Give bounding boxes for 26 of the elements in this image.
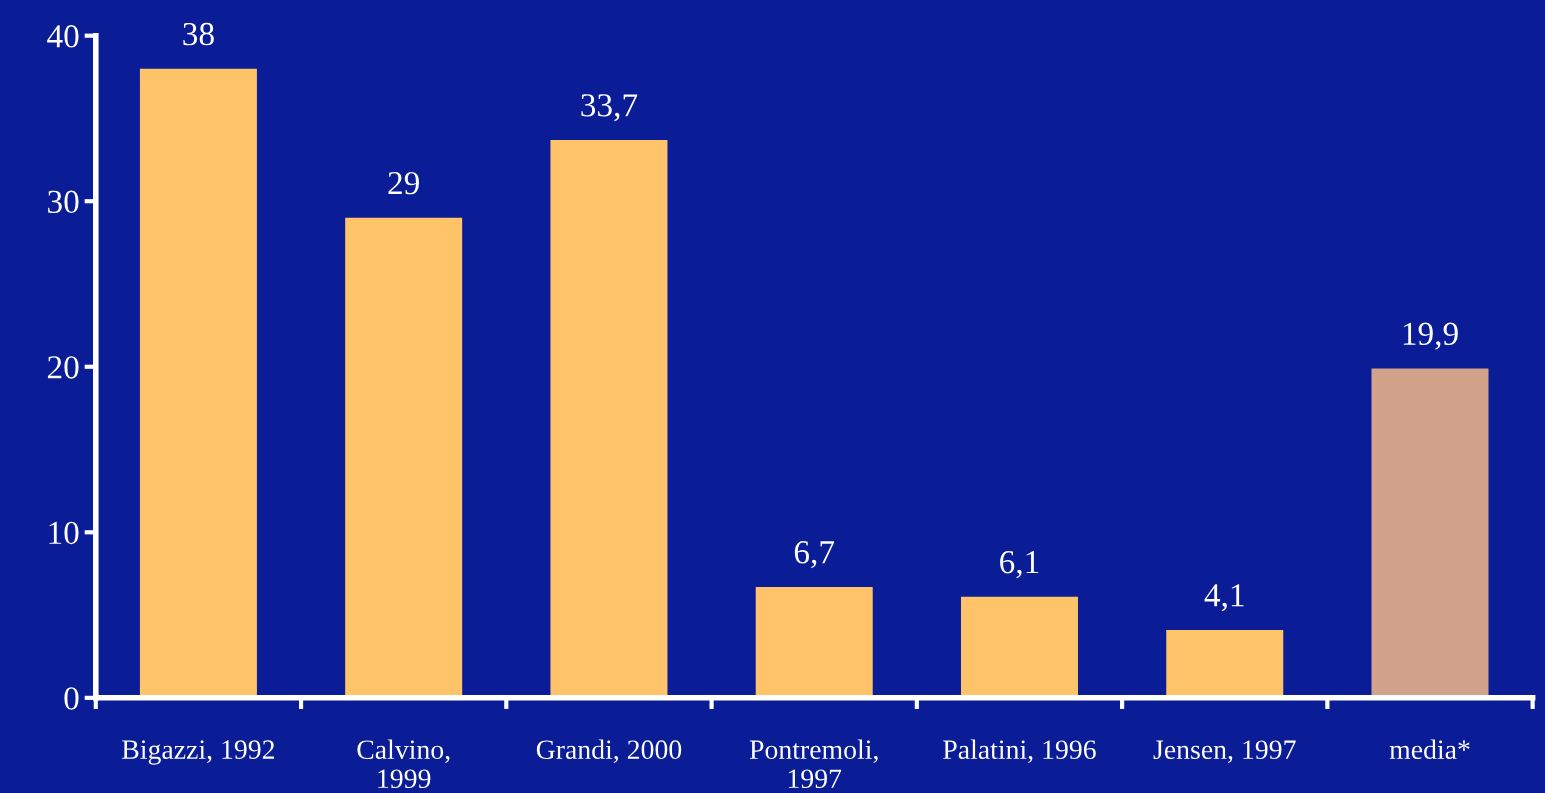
bar xyxy=(345,217,463,698)
bar xyxy=(1371,368,1489,698)
bar xyxy=(755,586,873,698)
x-tick-label: Jensen, 1997 xyxy=(1153,740,1296,764)
x-tick-label: Pontremoli, 1997 xyxy=(749,739,878,789)
y-tick-label: 20 xyxy=(47,356,79,379)
bar xyxy=(1166,629,1284,698)
y-tick-label: 30 xyxy=(48,190,79,214)
y-tick-label: 0 xyxy=(64,687,79,710)
data-label: 6,1 xyxy=(1000,551,1039,579)
data-label: 19,9 xyxy=(1403,322,1458,350)
data-label: 38 xyxy=(183,22,214,46)
data-label: 6,7 xyxy=(794,541,835,569)
bar xyxy=(960,596,1078,698)
x-tick-label: Palatini, 1996 xyxy=(943,739,1096,764)
data-label: 4,1 xyxy=(1204,584,1244,612)
bar xyxy=(139,68,257,698)
x-tick-label: Bigazzi, 1992 xyxy=(122,740,275,765)
data-label: 33,7 xyxy=(581,94,638,122)
data-label: 29 xyxy=(388,171,419,195)
bar xyxy=(550,139,668,698)
y-tick-label: 40 xyxy=(47,25,79,48)
x-tick-label: media* xyxy=(1389,739,1470,760)
x-tick-label: Grandi, 2000 xyxy=(536,739,682,764)
y-tick-label: 10 xyxy=(49,521,79,545)
x-tick-label: Calvino, 1999 xyxy=(357,739,450,789)
